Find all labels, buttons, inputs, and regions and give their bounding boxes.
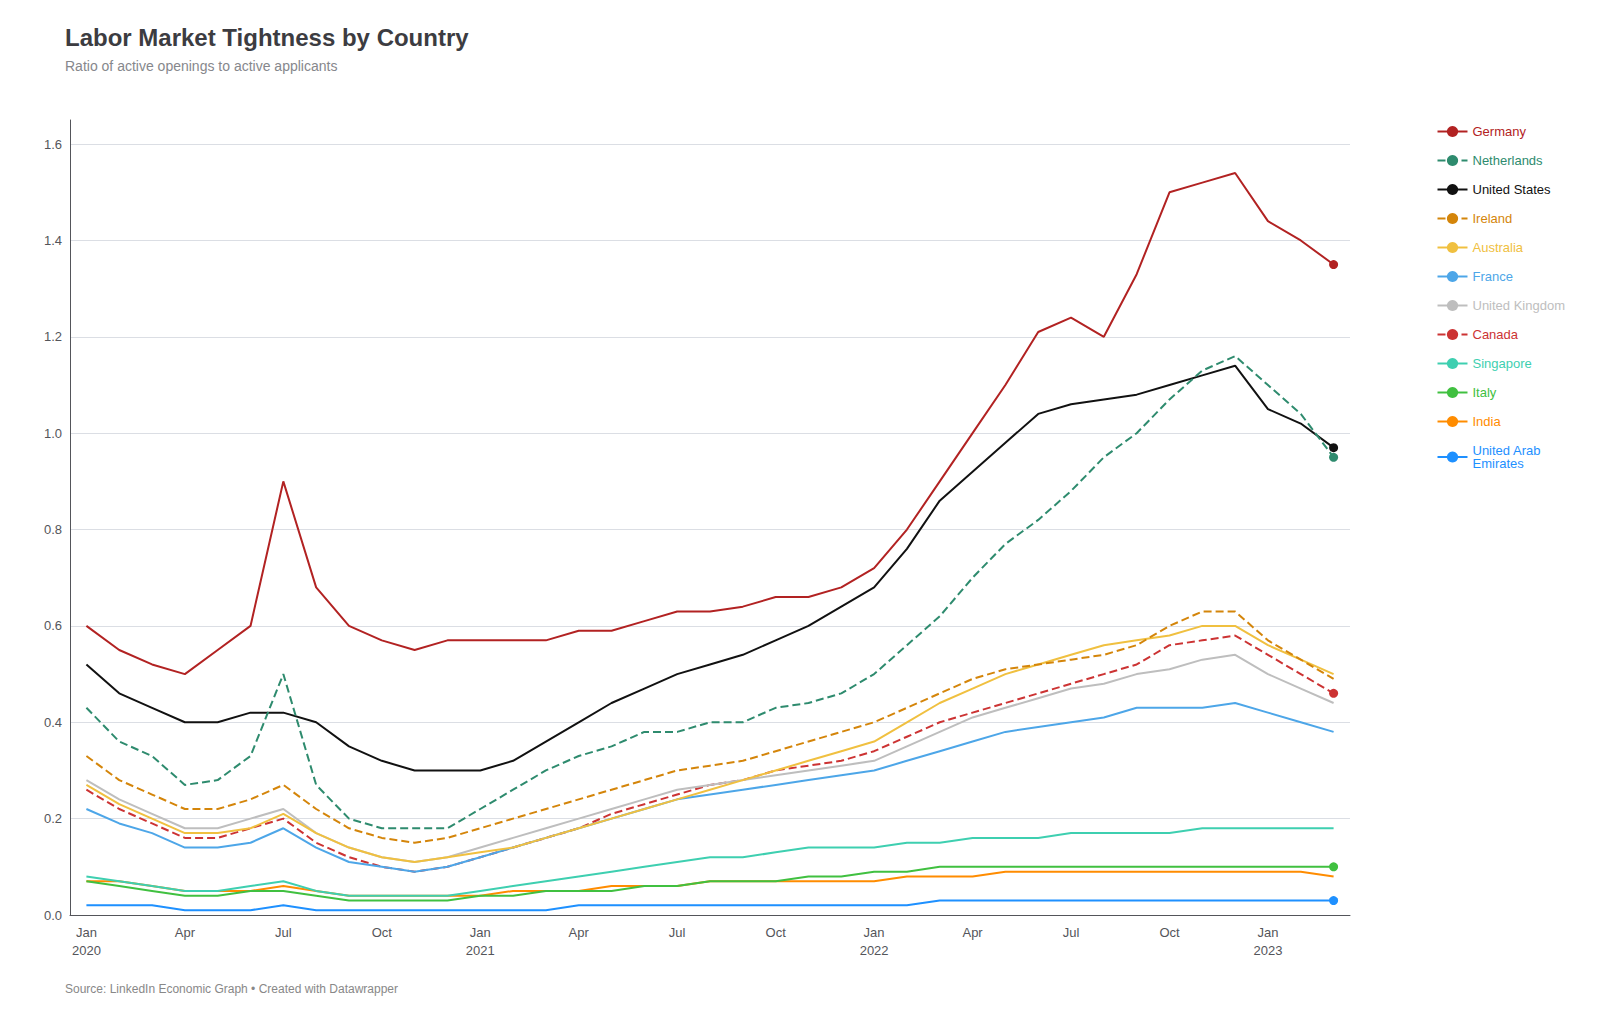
svg-text:0.6: 0.6 bbox=[44, 618, 62, 633]
svg-text:Jul: Jul bbox=[1063, 925, 1080, 940]
svg-text:1.2: 1.2 bbox=[44, 329, 62, 344]
svg-text:Emirates: Emirates bbox=[1473, 456, 1525, 471]
svg-text:Apr: Apr bbox=[962, 925, 983, 940]
svg-text:2021: 2021 bbox=[466, 943, 495, 958]
svg-text:Netherlands: Netherlands bbox=[1473, 153, 1544, 168]
svg-text:United Kingdom: United Kingdom bbox=[1473, 298, 1566, 313]
svg-text:Australia: Australia bbox=[1473, 240, 1524, 255]
svg-text:Germany: Germany bbox=[1473, 124, 1527, 139]
svg-text:2022: 2022 bbox=[860, 943, 889, 958]
svg-text:Oct: Oct bbox=[372, 925, 393, 940]
svg-text:Jan: Jan bbox=[864, 925, 885, 940]
svg-text:Canada: Canada bbox=[1473, 327, 1519, 342]
svg-text:Jul: Jul bbox=[275, 925, 292, 940]
svg-text:Singapore: Singapore bbox=[1473, 356, 1532, 371]
svg-text:Oct: Oct bbox=[766, 925, 787, 940]
svg-text:0.0: 0.0 bbox=[44, 908, 62, 923]
svg-text:2023: 2023 bbox=[1253, 943, 1282, 958]
svg-text:Jul: Jul bbox=[669, 925, 686, 940]
svg-text:2020: 2020 bbox=[72, 943, 101, 958]
svg-text:Apr: Apr bbox=[569, 925, 590, 940]
svg-text:0.2: 0.2 bbox=[44, 811, 62, 826]
svg-text:Jan: Jan bbox=[1257, 925, 1278, 940]
svg-text:India: India bbox=[1473, 414, 1502, 429]
svg-text:Ireland: Ireland bbox=[1473, 211, 1513, 226]
svg-text:0.4: 0.4 bbox=[44, 715, 62, 730]
svg-text:Oct: Oct bbox=[1159, 925, 1180, 940]
svg-text:Jan: Jan bbox=[76, 925, 97, 940]
svg-text:France: France bbox=[1473, 269, 1513, 284]
svg-text:Apr: Apr bbox=[175, 925, 196, 940]
svg-text:Italy: Italy bbox=[1473, 385, 1497, 400]
svg-text:Jan: Jan bbox=[470, 925, 491, 940]
svg-text:0.8: 0.8 bbox=[44, 522, 62, 537]
svg-text:1.0: 1.0 bbox=[44, 426, 62, 441]
svg-text:United States: United States bbox=[1473, 182, 1552, 197]
svg-text:Labor Market Tightness by Coun: Labor Market Tightness by Country bbox=[65, 24, 469, 51]
svg-text:Source: LinkedIn Economic Grap: Source: LinkedIn Economic Graph • Create… bbox=[65, 982, 398, 996]
svg-text:1.6: 1.6 bbox=[44, 137, 62, 152]
svg-text:United Arab: United Arab bbox=[1472, 443, 1541, 458]
svg-text:1.4: 1.4 bbox=[44, 233, 62, 248]
svg-text:Ratio of active openings to ac: Ratio of active openings to active appli… bbox=[65, 58, 337, 74]
